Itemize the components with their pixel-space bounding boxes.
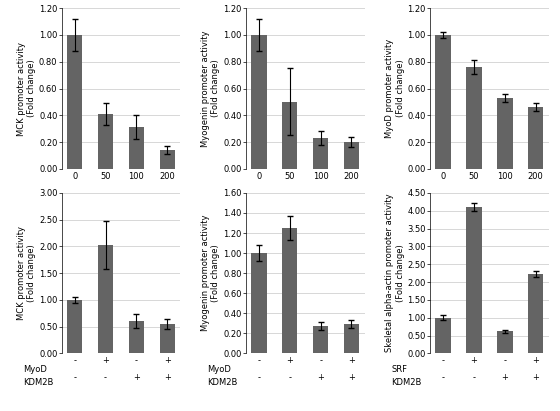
- Text: -: -: [473, 373, 475, 382]
- Bar: [466, 207, 482, 353]
- Text: +: +: [348, 373, 355, 382]
- Bar: [497, 98, 512, 169]
- Text: KDM2B(ng): KDM2B(ng): [97, 198, 145, 207]
- Bar: [435, 318, 451, 353]
- Text: KDM2B: KDM2B: [207, 379, 237, 388]
- Text: KDM2B(ng): KDM2B(ng): [465, 198, 513, 207]
- Y-axis label: MyoD promoter activity
(Fold change): MyoD promoter activity (Fold change): [385, 39, 404, 138]
- Bar: [497, 331, 512, 353]
- Bar: [129, 127, 144, 169]
- Bar: [251, 253, 267, 353]
- Bar: [344, 324, 359, 353]
- Text: +: +: [532, 373, 539, 382]
- Bar: [98, 114, 113, 169]
- Bar: [313, 138, 328, 169]
- Bar: [67, 35, 82, 169]
- Y-axis label: Myogenin promoter activity
(Fold change): Myogenin promoter activity (Fold change): [201, 30, 220, 147]
- Bar: [528, 107, 543, 169]
- Text: -: -: [258, 373, 260, 382]
- Text: +: +: [501, 373, 508, 382]
- Text: KDM2B: KDM2B: [23, 379, 53, 388]
- Bar: [160, 324, 175, 353]
- Bar: [67, 300, 82, 353]
- Y-axis label: MCK promoter activity
(Fold change): MCK promoter activity (Fold change): [17, 42, 36, 136]
- Bar: [282, 228, 297, 353]
- Bar: [251, 35, 267, 169]
- Text: +: +: [164, 373, 171, 382]
- Text: MyoD: MyoD: [23, 365, 46, 374]
- Y-axis label: Myogenin promoter activity
(Fold change): Myogenin promoter activity (Fold change): [201, 215, 220, 331]
- Text: SRF: SRF: [391, 365, 407, 374]
- Text: +: +: [133, 373, 140, 382]
- Bar: [282, 102, 297, 169]
- Bar: [313, 326, 328, 353]
- Bar: [98, 245, 113, 353]
- Text: -: -: [73, 373, 76, 382]
- Text: -: -: [104, 373, 107, 382]
- Text: -: -: [442, 373, 445, 382]
- Text: KDM2B: KDM2B: [391, 379, 422, 388]
- Bar: [129, 321, 144, 353]
- Y-axis label: MCK promoter activity
(Fold change): MCK promoter activity (Fold change): [17, 226, 36, 320]
- Bar: [344, 142, 359, 169]
- Y-axis label: Skeletal alpha-actin promoter activity
(Fold change): Skeletal alpha-actin promoter activity (…: [385, 194, 404, 353]
- Text: -: -: [288, 373, 291, 382]
- Text: KDM2B(ng): KDM2B(ng): [281, 198, 329, 207]
- Bar: [466, 67, 482, 169]
- Text: +: +: [317, 373, 324, 382]
- Text: MyoD: MyoD: [207, 365, 231, 374]
- Bar: [528, 274, 543, 353]
- Bar: [160, 150, 175, 169]
- Bar: [435, 35, 451, 169]
